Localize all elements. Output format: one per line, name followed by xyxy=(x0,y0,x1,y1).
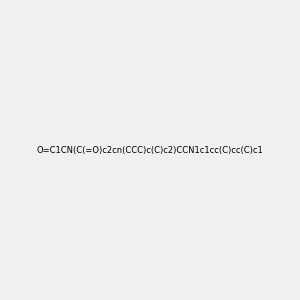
Text: O=C1CN(C(=O)c2cn(CCC)c(C)c2)CCN1c1cc(C)cc(C)c1: O=C1CN(C(=O)c2cn(CCC)c(C)c2)CCN1c1cc(C)c… xyxy=(37,146,263,154)
